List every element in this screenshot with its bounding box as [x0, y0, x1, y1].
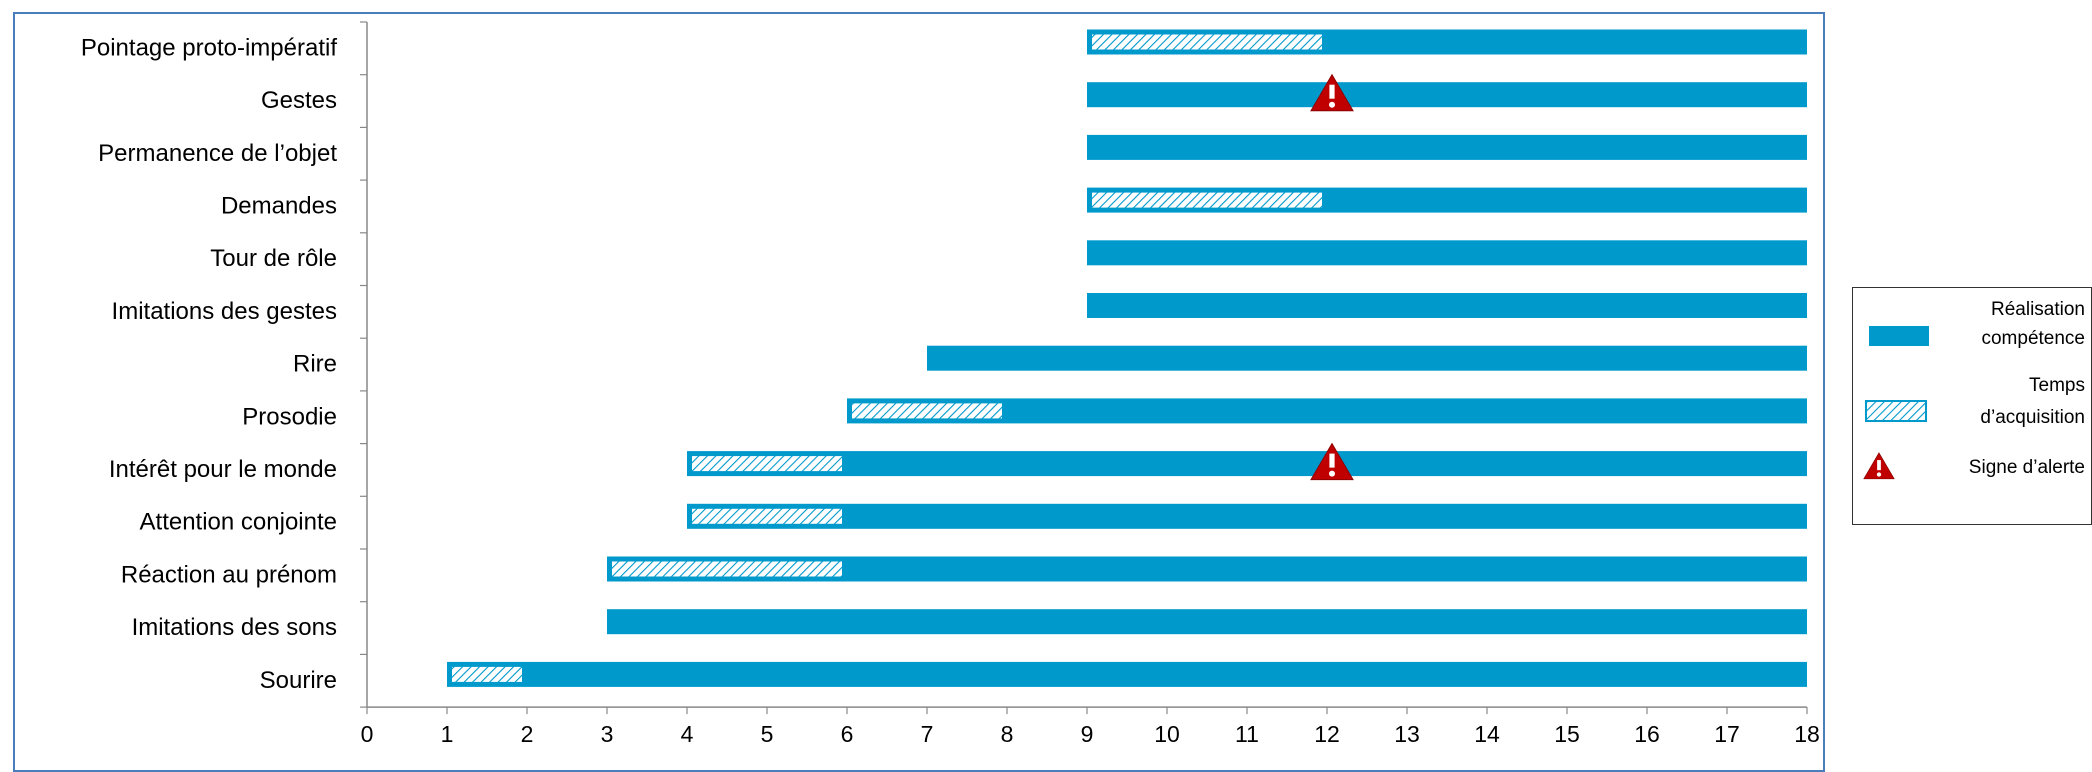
legend-swatch-realisation [1869, 326, 1929, 346]
acquisition-segment [852, 403, 1002, 419]
x-tick-label: 0 [361, 721, 374, 747]
bars [447, 29, 1807, 687]
x-tick-label: 9 [1081, 721, 1094, 747]
x-tick-label: 8 [1001, 721, 1014, 747]
x-tick-label: 3 [601, 721, 614, 747]
acquisition-segment [1092, 34, 1322, 50]
acquisition-segment [1092, 192, 1322, 208]
competence-bar [1087, 134, 1807, 160]
acquisition-segment [612, 561, 842, 577]
y-tick-label: Attention conjointe [140, 509, 337, 536]
legend-alert-icon [1863, 452, 1895, 480]
competence-bar [687, 503, 1807, 529]
y-tick-label: Réaction au prénom [121, 561, 337, 588]
y-tick-label: Permanence de l’objet [98, 140, 337, 167]
x-tick-label: 1 [441, 721, 454, 747]
competence-bar [447, 661, 1807, 687]
y-tick-label: Tour de rôle [210, 245, 337, 272]
acquisition-segment [692, 508, 842, 524]
x-tick-label: 15 [1554, 721, 1580, 747]
legend-alerte-line1: Signe d’alerte [1969, 457, 2085, 478]
x-tick-label: 17 [1714, 721, 1740, 747]
y-tick-label: Prosodie [242, 403, 337, 430]
x-tick-label: 16 [1634, 721, 1660, 747]
competence-bar [1087, 82, 1807, 108]
x-tick-label: 7 [921, 721, 934, 747]
acquisition-segment [452, 666, 522, 682]
x-tick-label: 11 [1235, 721, 1259, 747]
competence-bar [1087, 293, 1807, 318]
x-tick-label: 13 [1394, 721, 1420, 747]
x-tick-label: 12 [1314, 721, 1340, 747]
legend-realisation-line1: Réalisation [1991, 299, 2085, 320]
y-tick-label: Sourire [260, 667, 337, 694]
x-tick-label: 5 [761, 721, 774, 747]
y-tick-label: Gestes [261, 87, 337, 114]
legend-swatch-acquisition [1865, 400, 1927, 422]
legend-acquisition-line2: d’acquisition [1980, 407, 2085, 428]
x-tick-label: 10 [1154, 721, 1180, 747]
x-tick-label: 6 [841, 721, 854, 747]
x-tick-label: 4 [681, 721, 694, 747]
y-tick-label: Rire [293, 351, 337, 378]
competence-bar [607, 609, 1807, 635]
x-tick-label: 14 [1474, 721, 1500, 747]
competence-bar [687, 451, 1807, 477]
x-tick-label: 2 [521, 721, 534, 747]
y-tick-label: Imitations des sons [132, 614, 337, 641]
legend: Réalisation compétence Temps d’acquisiti… [1852, 287, 2092, 525]
competence-bar [927, 345, 1807, 371]
competence-bar [847, 398, 1807, 424]
y-tick-label: Demandes [221, 192, 337, 219]
competence-bar [1087, 240, 1807, 266]
y-tick-label: Pointage proto-impératif [81, 34, 337, 61]
x-tick-label: 18 [1794, 721, 1820, 747]
y-tick-label: Imitations des gestes [112, 298, 337, 325]
acquisition-segment [692, 456, 842, 472]
legend-acquisition-line1: Temps [2029, 375, 2085, 396]
legend-realisation-line2: compétence [1981, 328, 2085, 349]
y-tick-label: Intérêt pour le monde [109, 456, 337, 483]
